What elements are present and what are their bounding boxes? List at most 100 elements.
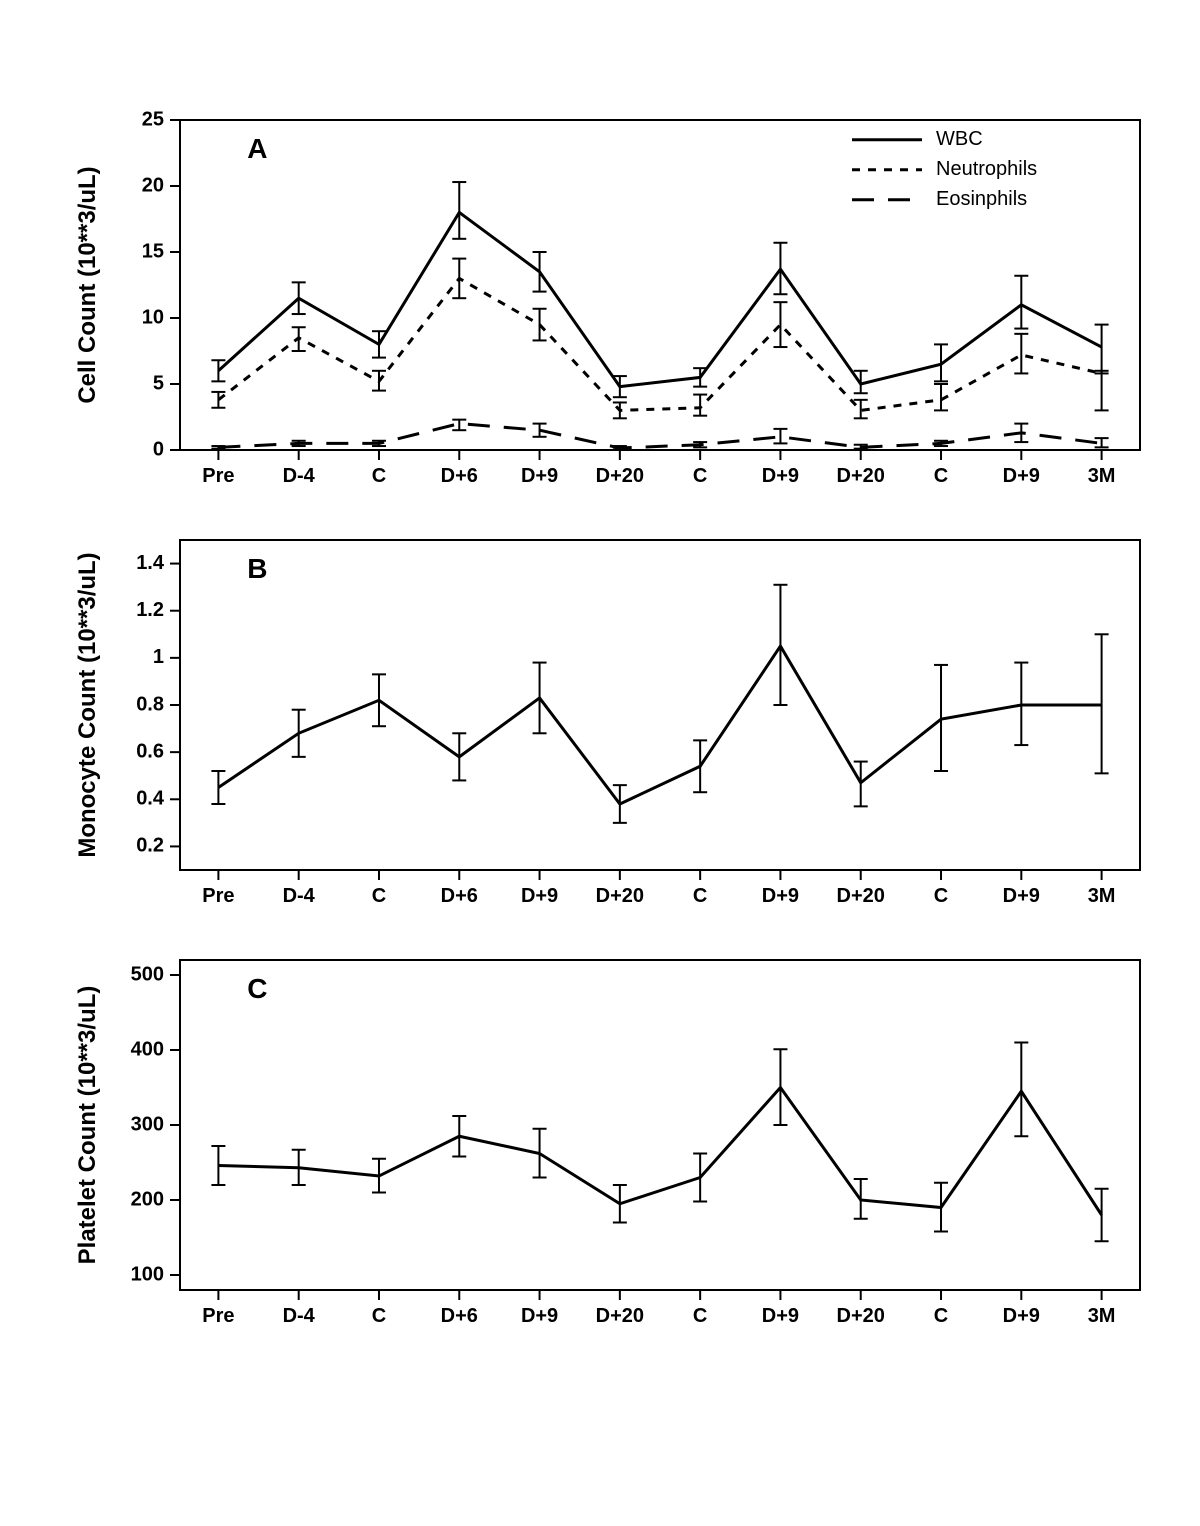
- x-tick-label: 3M: [1088, 885, 1116, 907]
- x-tick-label: D+6: [441, 465, 478, 487]
- y-tick-label: 500: [131, 963, 164, 985]
- error-bar: [693, 1154, 707, 1202]
- error-bar: [452, 182, 466, 239]
- legend-label: WBC: [936, 128, 983, 150]
- x-tick-label: D+9: [762, 465, 799, 487]
- x-tick-label: Pre: [202, 1305, 234, 1327]
- series-line-WBC: [218, 212, 1101, 386]
- x-tick-label: D-4: [283, 1305, 316, 1327]
- y-tick-label: 1.4: [136, 552, 165, 574]
- panel-label: B: [247, 553, 267, 584]
- error-bar: [533, 252, 547, 292]
- x-tick-label: C: [934, 885, 948, 907]
- error-bar: [292, 327, 306, 351]
- error-bar: [211, 771, 225, 804]
- figure-container: 0510152025PreD-4CD+6D+9D+20CD+9D+20CD+93…: [0, 0, 1200, 1526]
- y-axis-title: Cell Count (10**3/uL): [74, 166, 101, 403]
- x-tick-label: D+20: [837, 1305, 885, 1327]
- series-line-Monocytes: [218, 646, 1101, 804]
- y-tick-label: 300: [131, 1113, 164, 1135]
- error-bar: [452, 420, 466, 431]
- error-bar: [1095, 325, 1109, 374]
- error-bar: [613, 402, 627, 418]
- x-tick-label: D-4: [283, 885, 316, 907]
- y-tick-label: 25: [142, 108, 164, 130]
- panel-label: C: [247, 973, 267, 1004]
- error-bar: [773, 243, 787, 294]
- x-tick-label: 3M: [1088, 1305, 1116, 1327]
- error-bar: [292, 282, 306, 314]
- error-bar: [372, 371, 386, 391]
- error-bar: [533, 663, 547, 734]
- y-tick-label: 100: [131, 1263, 164, 1285]
- y-tick-label: 10: [142, 306, 164, 328]
- panel-label: A: [247, 133, 267, 164]
- y-tick-label: 0.2: [136, 835, 164, 857]
- x-tick-label: C: [372, 1305, 386, 1327]
- y-tick-label: 0.4: [136, 788, 165, 810]
- legend-label: Eosinphils: [936, 188, 1027, 210]
- error-bar: [1095, 1189, 1109, 1242]
- x-tick-label: D+6: [441, 1305, 478, 1327]
- y-tick-label: 0.8: [136, 693, 164, 715]
- y-tick-label: 15: [142, 240, 164, 262]
- y-tick-label: 1.2: [136, 599, 164, 621]
- y-tick-label: 0.6: [136, 740, 164, 762]
- error-bar: [1014, 276, 1028, 329]
- figure-svg: 0510152025PreD-4CD+6D+9D+20CD+9D+20CD+93…: [0, 0, 1200, 1526]
- x-tick-label: C: [934, 1305, 948, 1327]
- x-tick-label: D+6: [441, 885, 478, 907]
- error-bar: [854, 762, 868, 807]
- y-axis-title: Monocyte Count (10**3/uL): [74, 552, 101, 857]
- x-tick-label: C: [693, 1305, 707, 1327]
- x-tick-label: D+9: [521, 1305, 558, 1327]
- error-bar: [773, 429, 787, 444]
- x-tick-label: D+9: [1003, 1305, 1040, 1327]
- error-bar: [854, 1179, 868, 1219]
- x-tick-label: D+9: [521, 885, 558, 907]
- x-tick-label: D+20: [596, 465, 644, 487]
- x-tick-label: Pre: [202, 465, 234, 487]
- x-tick-label: C: [934, 465, 948, 487]
- error-bar: [452, 259, 466, 299]
- error-bar: [1014, 334, 1028, 374]
- legend-label: Neutrophils: [936, 158, 1037, 180]
- panel-A: 0510152025PreD-4CD+6D+9D+20CD+9D+20CD+93…: [74, 108, 1140, 487]
- x-tick-label: D+9: [1003, 885, 1040, 907]
- series-line-Platelets: [218, 1088, 1101, 1216]
- error-bar: [1014, 1043, 1028, 1137]
- error-bar: [693, 395, 707, 416]
- x-tick-label: D+9: [762, 1305, 799, 1327]
- error-bar: [292, 710, 306, 757]
- x-tick-label: D+9: [521, 465, 558, 487]
- panel-frame: [180, 960, 1140, 1290]
- x-tick-label: D+20: [837, 465, 885, 487]
- series-line-Eosinphils: [218, 424, 1101, 448]
- x-tick-label: C: [372, 465, 386, 487]
- error-bar: [773, 302, 787, 347]
- y-axis-title: Platelet Count (10**3/uL): [74, 986, 101, 1265]
- x-tick-label: C: [372, 885, 386, 907]
- x-tick-label: C: [693, 465, 707, 487]
- error-bar: [773, 585, 787, 705]
- error-bar: [533, 309, 547, 341]
- x-tick-label: 3M: [1088, 465, 1116, 487]
- error-bar: [934, 344, 948, 381]
- error-bar: [211, 360, 225, 381]
- error-bar: [1095, 371, 1109, 411]
- error-bar: [613, 785, 627, 823]
- error-bar: [372, 674, 386, 726]
- x-tick-label: D-4: [283, 465, 316, 487]
- y-tick-label: 1: [153, 646, 164, 668]
- x-tick-label: D+9: [762, 885, 799, 907]
- x-tick-label: Pre: [202, 885, 234, 907]
- legend: WBC Neutrophils Eosinphils: [852, 128, 1037, 210]
- y-tick-label: 400: [131, 1038, 164, 1060]
- y-tick-label: 5: [153, 372, 164, 394]
- error-bar: [693, 740, 707, 792]
- error-bar: [613, 1185, 627, 1223]
- y-tick-label: 20: [142, 174, 164, 196]
- panel-frame: [180, 540, 1140, 870]
- panel-B: 0.20.40.60.811.21.4PreD-4CD+6D+9D+20CD+9…: [74, 540, 1140, 907]
- y-tick-label: 200: [131, 1188, 164, 1210]
